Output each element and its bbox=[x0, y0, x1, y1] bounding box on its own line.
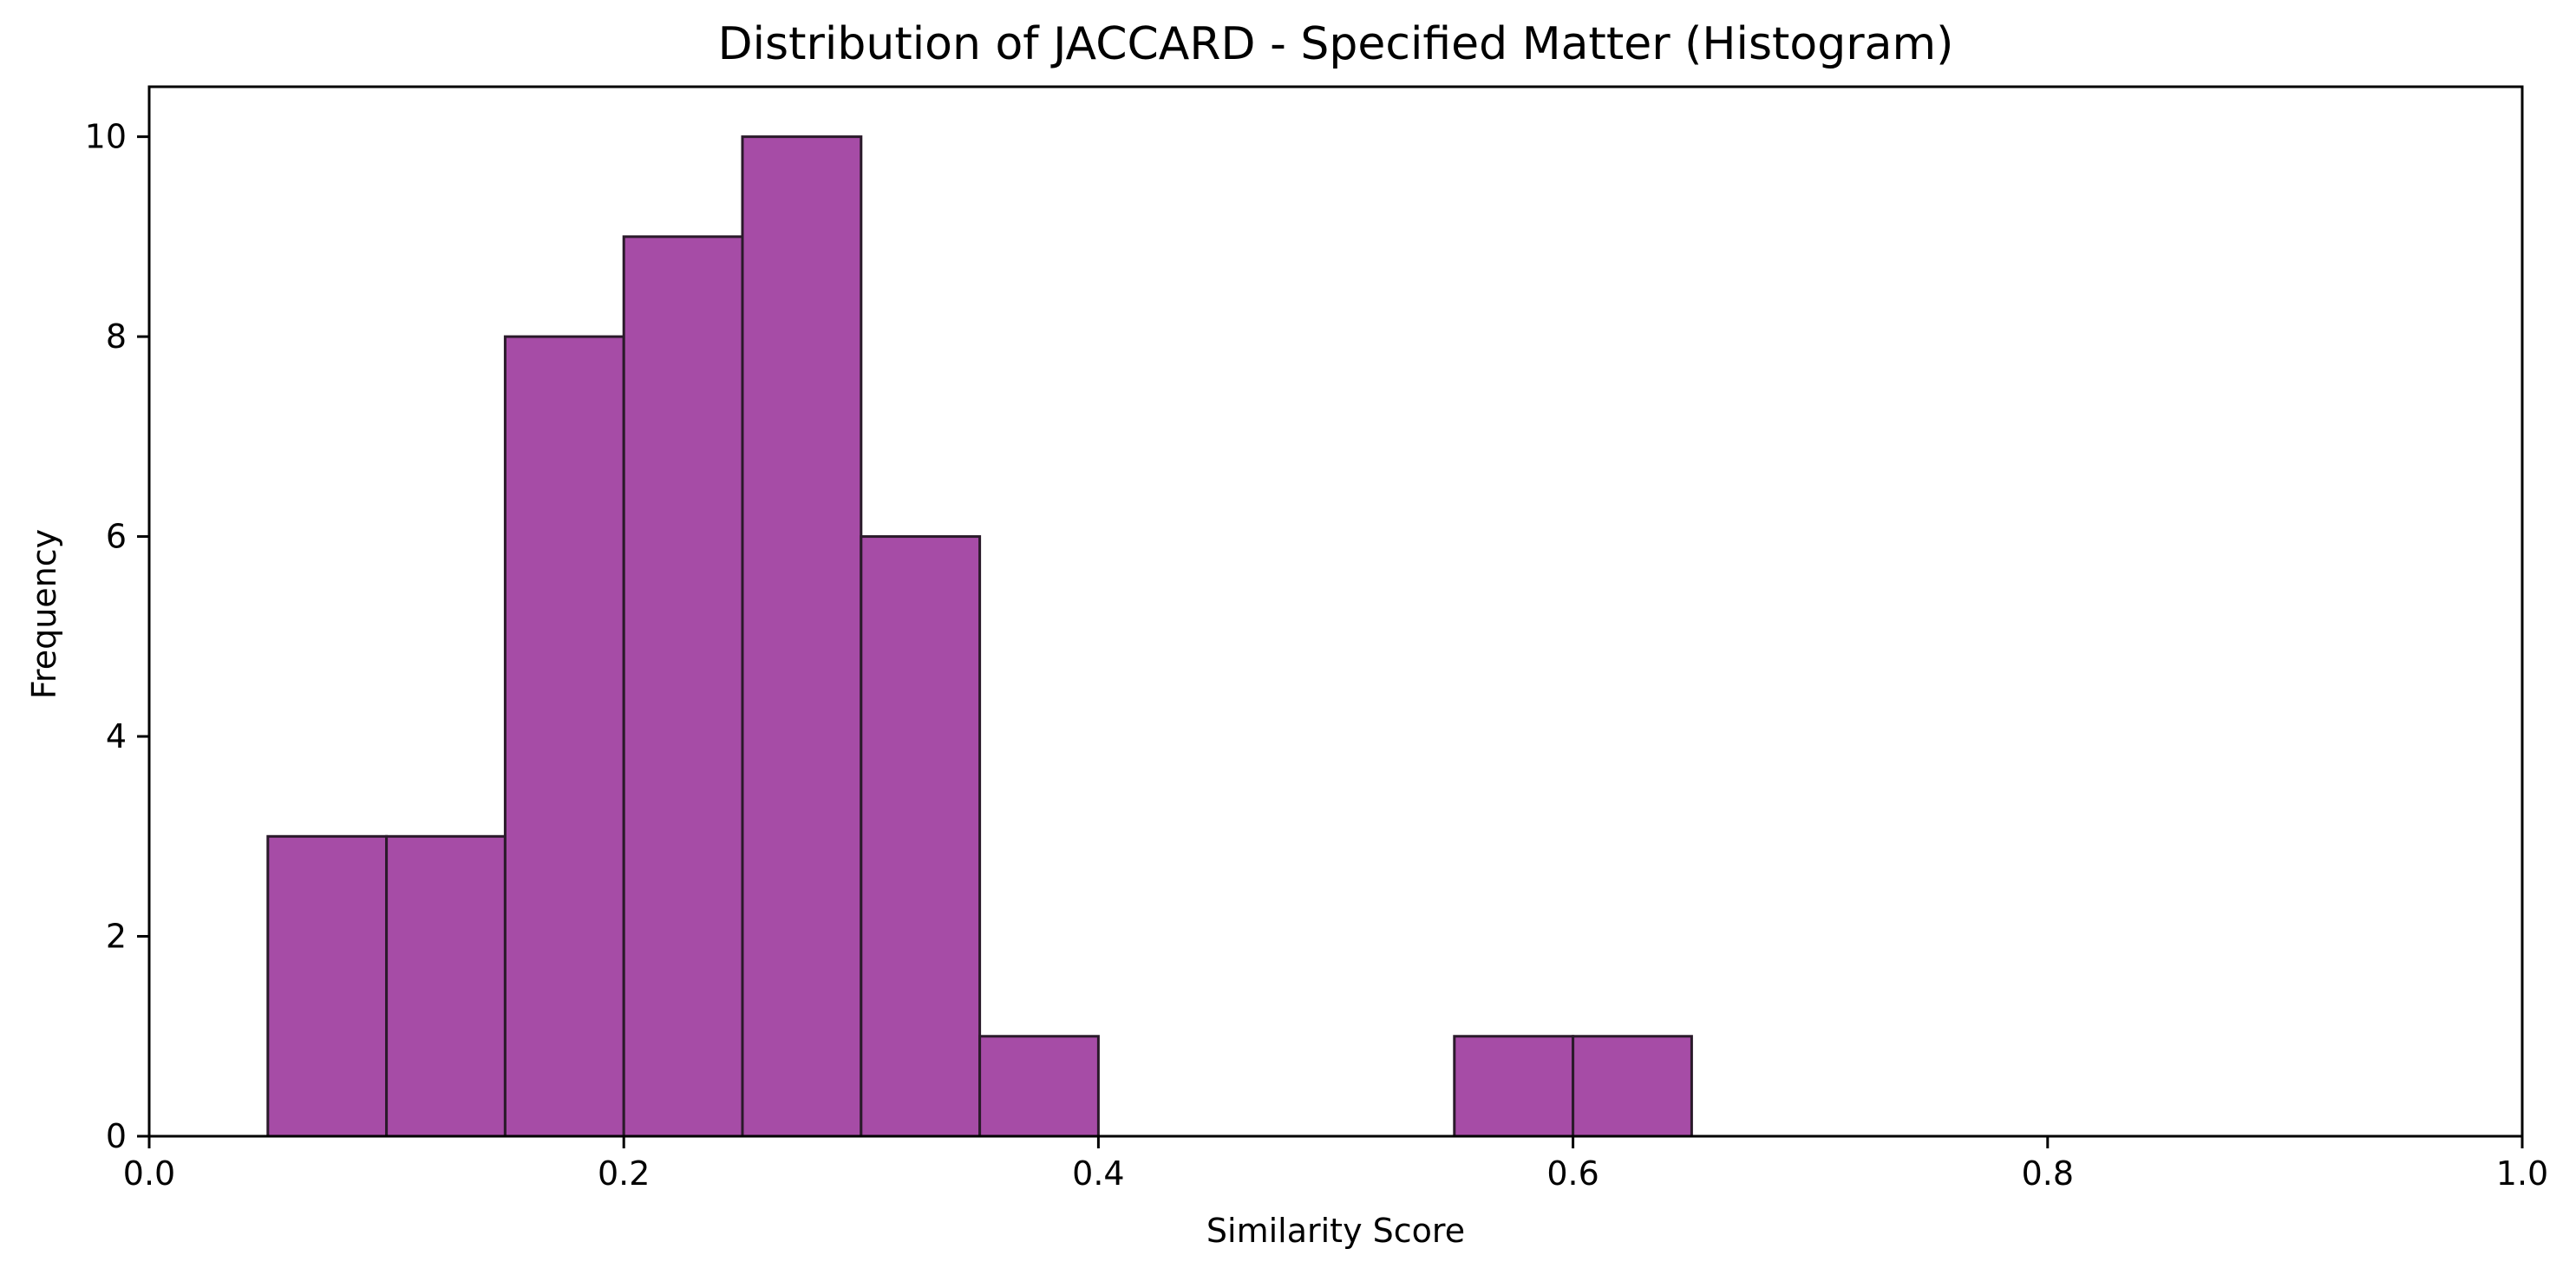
y-tick-label: 6 bbox=[106, 518, 127, 556]
histogram-bar bbox=[978, 1035, 1100, 1138]
x-tick-label: 0.4 bbox=[1072, 1154, 1124, 1193]
y-axis-label: Frequency bbox=[25, 529, 63, 699]
chart-title: Distribution of JACCARD - Specified Matt… bbox=[718, 18, 1954, 70]
histogram-bar bbox=[266, 834, 389, 1138]
plot-frame bbox=[147, 85, 2524, 1138]
x-axis-ticks: 0.0 0.2 0.4 0.6 0.8 1.0 bbox=[123, 1136, 2548, 1193]
x-tick-label: 0.2 bbox=[598, 1154, 650, 1193]
histogram-bar bbox=[622, 235, 744, 1138]
y-tick-label: 8 bbox=[106, 317, 127, 356]
y-tick-label: 4 bbox=[106, 717, 127, 755]
y-axis-ticks: 0 2 4 6 8 10 bbox=[85, 118, 149, 1155]
x-axis-label: Similarity Score bbox=[1206, 1212, 1465, 1250]
y-tick-label: 10 bbox=[85, 118, 127, 156]
histogram-bar bbox=[1572, 1035, 1693, 1138]
x-tick-label: 0.0 bbox=[123, 1154, 175, 1193]
x-tick-label: 0.8 bbox=[2022, 1154, 2074, 1193]
histogram-bar bbox=[503, 335, 625, 1138]
x-tick-label: 0.6 bbox=[1546, 1154, 1599, 1193]
bars-group bbox=[266, 135, 1693, 1138]
histogram-bar bbox=[385, 834, 507, 1138]
histogram-bar bbox=[1453, 1035, 1575, 1138]
y-tick-label: 2 bbox=[106, 918, 127, 956]
histogram-bar bbox=[860, 535, 982, 1138]
y-tick-label: 0 bbox=[106, 1117, 127, 1155]
histogram-bar bbox=[741, 135, 863, 1138]
x-tick-label: 1.0 bbox=[2496, 1154, 2548, 1193]
